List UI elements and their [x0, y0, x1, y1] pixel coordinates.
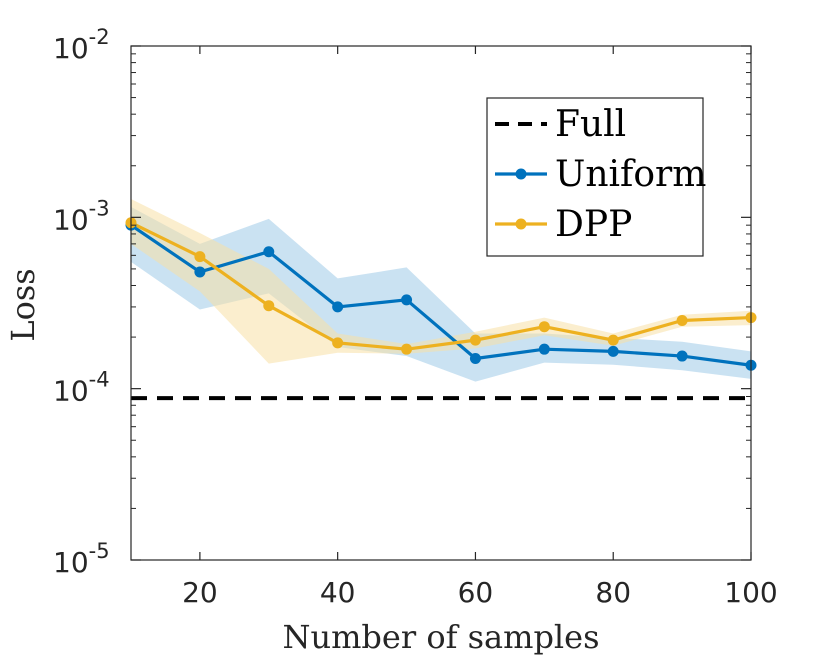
- legend-entry-uniform: Uniform: [495, 154, 706, 195]
- y-tick-exponent: -5: [89, 539, 110, 563]
- legend-marker-uniform: [515, 168, 527, 180]
- axes: [130, 45, 752, 561]
- legend-entry-dpp: DPP: [495, 204, 632, 245]
- y-tick-exponent: -4: [89, 368, 110, 392]
- legend-entry-full: Full: [495, 104, 626, 145]
- series-markers: [125, 217, 757, 371]
- x-axis-label: Number of samples: [282, 618, 599, 656]
- plot-frame: [130, 45, 752, 561]
- legend-label-uniform: Uniform: [555, 154, 706, 195]
- y-tick-base: 10: [53, 375, 89, 408]
- legend-label-full: Full: [555, 104, 626, 145]
- dpp-point: [263, 300, 275, 312]
- dpp-point: [332, 337, 344, 349]
- x-tick-label: 20: [182, 576, 218, 609]
- uniform-point: [538, 343, 550, 355]
- uniform-point: [194, 266, 206, 278]
- y-tick-exponent: -2: [89, 25, 110, 49]
- uniform-point: [607, 345, 619, 357]
- uniform-line: [130, 223, 752, 367]
- legend-label-dpp: DPP: [555, 204, 632, 245]
- x-tick-label: 80: [595, 576, 631, 609]
- legend: Full Uniform DPP: [486, 97, 706, 257]
- y-tick-label: 10-4: [53, 368, 110, 408]
- dpp-point: [607, 334, 619, 346]
- uniform-point: [469, 352, 481, 364]
- y-tick-base: 10: [53, 203, 89, 236]
- dpp-point: [401, 343, 413, 355]
- y-tick-exponent: -3: [89, 196, 110, 220]
- uniform-point: [676, 350, 688, 362]
- dpp-point: [676, 314, 688, 326]
- y-axis-label: Loss: [4, 268, 42, 341]
- uniform-point: [401, 294, 413, 306]
- y-tick-base: 10: [53, 32, 89, 65]
- y-tick-base: 10: [53, 546, 89, 579]
- x-tick-label: 100: [724, 576, 777, 609]
- x-tick-label: 40: [320, 576, 356, 609]
- uniform-point: [332, 301, 344, 313]
- uniform-point: [263, 246, 275, 258]
- dpp-point: [538, 321, 550, 333]
- x-tick-label: 60: [458, 576, 494, 609]
- dpp-band: [131, 198, 751, 364]
- y-tick-label: 10-2: [53, 25, 110, 65]
- dpp-line: [130, 221, 752, 351]
- dpp-point: [469, 334, 481, 346]
- series-lines: [130, 221, 752, 401]
- dpp-point: [194, 251, 206, 263]
- y-tick-label: 10-5: [53, 539, 110, 579]
- y-tick-label: 10-3: [53, 196, 110, 236]
- legend-marker-dpp: [515, 218, 527, 230]
